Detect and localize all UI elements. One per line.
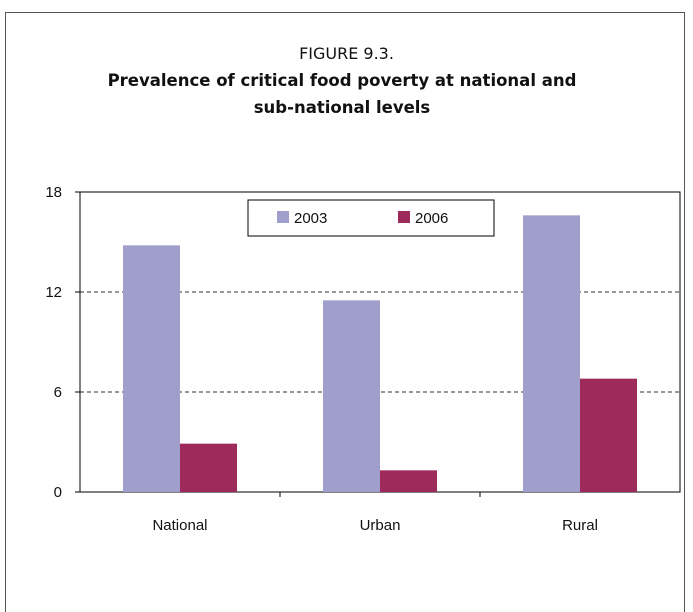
bar-national-2003 [123, 245, 180, 492]
figure-title: Prevalence of critical food poverty at n… [107, 71, 577, 117]
x-category-label: Rural [562, 517, 598, 534]
bar-urban-2003 [323, 300, 380, 492]
x-category-label: National [152, 517, 207, 534]
y-tick-label: 12 [45, 284, 62, 301]
bar-urban-2006 [380, 470, 437, 492]
y-tick-label: 6 [54, 384, 62, 401]
x-axis-labels: National Urban Rural [152, 492, 598, 534]
bar-national-2006 [180, 443, 237, 492]
legend-label-2003: 2003 [294, 210, 327, 227]
legend: 2003 2006 [247, 199, 495, 237]
bar-rural-2003 [523, 215, 580, 493]
bars [123, 215, 637, 493]
y-tick-label: 18 [45, 184, 62, 201]
y-axis-ticks: 0 6 12 18 [45, 184, 80, 501]
y-tick-label: 0 [54, 484, 62, 501]
figure-label: FIGURE 9.3. [299, 44, 394, 63]
legend-swatch-2003 [277, 211, 289, 223]
legend-label-2006: 2006 [415, 210, 448, 227]
legend-swatch-2006 [398, 211, 410, 223]
x-category-label: Urban [360, 517, 401, 534]
bar-rural-2006 [580, 378, 637, 492]
